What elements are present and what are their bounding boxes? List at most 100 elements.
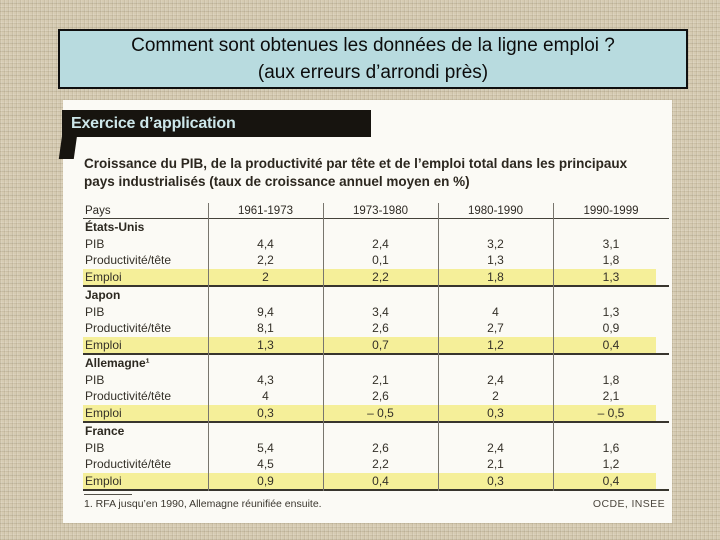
cell-value: 2,2 [372,269,389,284]
cell-value: 0,7 [372,337,389,352]
cell-value: 3,1 [602,236,620,251]
cell-value: 2,2 [372,457,389,472]
column-separator [438,203,439,491]
cell-value: 2,2 [257,253,274,268]
cell-value: 2,1 [602,389,620,404]
column-separator [323,203,324,491]
row-label: Emploi [85,269,122,284]
cell-value: 1,3 [602,304,620,319]
cell-value: 1,8 [602,372,620,387]
cell-value: 5,4 [257,440,274,455]
row-label: Productivité/tête [85,457,172,472]
cell-value: 3,2 [487,236,504,251]
data-row: Productivité/tête 2,2 0,1 1,3 1,8 [83,252,669,269]
cell-value: 2 [262,269,269,284]
data-row: Productivité/tête 4 2,6 2 2,1 [83,388,669,405]
cell-value: 0,1 [372,253,389,268]
row-label: Productivité/tête [85,389,172,404]
country-name: États-Unis [85,220,145,235]
cell-value: 1,2 [487,337,504,352]
cell-value: 0,9 [602,321,620,336]
column-header: 1980-1990 [468,204,523,217]
row-label: Emploi [85,473,122,488]
banner-tail [58,136,77,159]
footnote-rule [84,494,132,495]
cell-value: 2,1 [487,457,504,472]
cell-value: 2,6 [372,440,389,455]
column-header: 1990-1999 [583,204,639,217]
exercise-banner-label: Exercice d’application [71,115,236,132]
table-header-row: Pays 1961-1973 1973-1980 1980-1990 1990-1999 [83,203,669,219]
cell-value: 2,6 [372,389,389,404]
data-table: Pays 1961-1973 1973-1980 1980-1990 1990-1999… [83,203,669,491]
cell-value: – 0,5 [597,405,625,420]
footnote: 1. RFA jusqu’en 1990, Allemagne réunifié… [84,498,322,510]
row-label: Productivité/tête [85,253,172,268]
source-label: OCDE, INSEE [592,498,665,510]
data-row: PIB 4,3 2,1 2,4 1,8 [83,372,669,389]
cell-value: 2,6 [372,321,389,336]
data-row: Productivité/tête 8,1 2,6 2,7 0,9 [83,320,669,337]
column-header-pays: Pays [85,204,111,217]
cell-value: 8,1 [257,321,274,336]
data-row: PIB 4,4 2,4 3,2 3,1 [83,236,669,253]
column-header: 1961-1973 [238,204,293,217]
country-name: Japon [85,288,121,303]
cell-value: 2,4 [372,236,389,251]
cell-value: 2,1 [372,372,389,387]
cell-value: 4 [492,304,499,319]
cell-value: 0,3 [487,405,504,420]
cell-value: 2,4 [487,372,504,387]
country-name: Allemagne¹ [85,356,150,371]
column-separator [553,203,554,491]
title-box: Comment sont obtenues les données de la … [58,29,688,89]
exercise-banner: Exercice d’application [62,110,371,137]
title-line-2: (aux erreurs d’arrondi près) [257,62,489,83]
table-caption: Croissance du PIB, de la productivité pa… [84,156,628,189]
cell-value: 2 [492,389,499,404]
cell-value: 1,3 [602,269,620,284]
cell-value: 9,4 [257,304,274,319]
cell-value: 0,9 [257,473,274,488]
cell-value: 4 [262,389,269,404]
country-row: France [83,423,669,440]
row-label: PIB [85,440,105,455]
row-label: PIB [85,304,105,319]
column-separator [208,203,209,491]
country-row: Japon [83,287,669,304]
row-label: Emploi [85,405,122,420]
scan-panel: Exercice d’application Croissance du PIB… [58,100,672,523]
cell-value: 0,4 [372,473,389,488]
cell-value: 2,7 [487,321,504,336]
cell-value: 0,4 [602,337,620,352]
cell-value: 1,3 [257,337,274,352]
emploi-row: Emploi 0,3 – 0,5 0,3 – 0,5 [83,404,669,423]
cell-value: 1,8 [487,269,504,284]
emploi-row: Emploi 2 2,2 1,8 1,3 [83,268,669,287]
cell-value: 1,3 [487,253,504,268]
row-label: Emploi [85,337,122,352]
row-label: PIB [85,236,105,251]
cell-value: 4,5 [257,457,274,472]
country-row: États-Unis [83,219,669,236]
title-line-1: Comment sont obtenues les données de la … [131,35,615,56]
cell-value: 1,2 [602,457,620,472]
emploi-row: Emploi 0,9 0,4 0,3 0,4 [83,472,669,491]
cell-value: 4,3 [257,372,274,387]
data-row: PIB 5,4 2,6 2,4 1,6 [83,440,669,457]
country-row: Allemagne¹ [83,355,669,372]
row-label: Productivité/tête [85,321,172,336]
row-label: PIB [85,372,105,387]
cell-value: 3,4 [372,304,389,319]
emploi-row: Emploi 1,3 0,7 1,2 0,4 [83,336,669,355]
cell-value: 1,8 [602,253,620,268]
cell-value: 0,3 [257,405,274,420]
data-row: Productivité/tête 4,5 2,2 2,1 1,2 [83,456,669,473]
cell-value: – 0,5 [367,405,394,420]
cell-value: 2,4 [487,440,504,455]
cell-value: 4,4 [257,236,274,251]
data-row: PIB 9,4 3,4 4 1,3 [83,304,669,321]
country-name: France [85,424,125,439]
cell-value: 0,3 [487,473,504,488]
